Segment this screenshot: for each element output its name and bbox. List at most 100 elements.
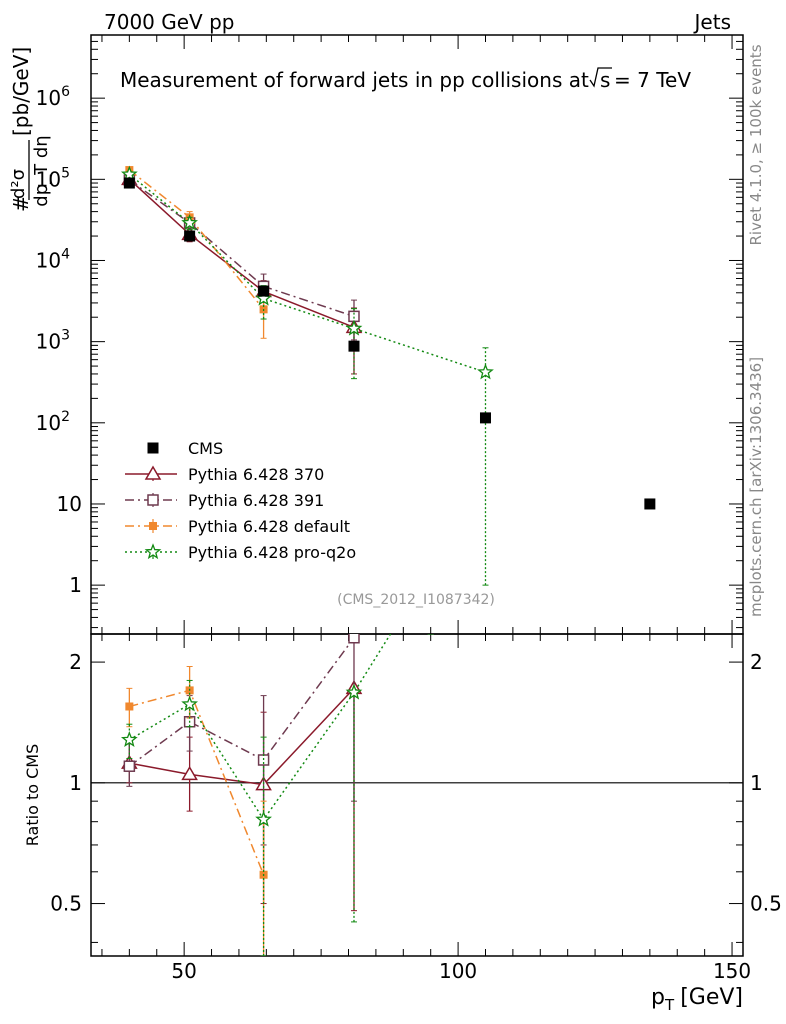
data-point-marker: [184, 230, 196, 242]
series-cms: [123, 177, 656, 510]
x-tick-label: 50: [171, 959, 196, 983]
legend-label: Pythia 6.428 391: [188, 491, 324, 510]
legend-label: CMS: [188, 439, 223, 458]
series-line: [128, 179, 355, 318]
legend-item: Pythia 6.428 pro-q2o: [125, 543, 356, 562]
y-tick-label: 105: [36, 165, 70, 191]
ratio-y-tick-label: 1: [69, 771, 82, 795]
data-point-marker: [255, 810, 272, 827]
legend: CMS Pythia 6.428 370 Pythia 6.428 391 Pythi…: [125, 439, 356, 562]
y-tick-label-exponent: 3: [61, 328, 70, 344]
ratio-panel: 0.5 0.5 1 1 2 2 50 100 150 Ratio to CMS pT [GeV]: [23, 633, 782, 1014]
legend-marker: [144, 543, 162, 560]
y-tick-label: 1: [69, 573, 82, 597]
data-point-marker: [345, 683, 363, 700]
data-point-marker: [644, 498, 656, 510]
x-label-unit: [GeV]: [680, 985, 743, 1010]
chart-title-sqrt-arg: s: [600, 68, 610, 92]
y-tick-label-base: 10: [36, 411, 61, 435]
series-pythia-6-428-370: [121, 170, 363, 375]
data-point-marker: [181, 695, 198, 712]
chart-title-before: Measurement of forward jets in pp collis…: [120, 68, 589, 92]
legend-label: Pythia 6.428 pro-q2o: [188, 543, 356, 562]
legend-label: Pythia 6.428 default: [188, 517, 350, 536]
mcplots-label: mcplots.cern.ch [arXiv:1306.3436]: [747, 357, 765, 617]
data-point-marker: [181, 214, 198, 231]
y-tick-label-base: 10: [36, 248, 61, 272]
chart-title: Measurement of forward jets in pp collis…: [120, 68, 589, 92]
legend-marker: [149, 522, 157, 530]
data-point-marker: [477, 363, 494, 380]
ratio-y-tick-label-right: 2: [750, 650, 763, 674]
ratio-y-tick-label-right: 1: [750, 771, 763, 795]
legend-item: CMS: [147, 439, 223, 458]
series-pythia-6-428-391: [123, 634, 360, 846]
y-tick-label-exponent: 6: [61, 84, 70, 100]
data-point-marker: [258, 285, 270, 297]
ratio-y-label: Ratio to CMS: [23, 744, 42, 846]
y-tick-label: 10: [57, 492, 82, 516]
data-point-marker: [181, 765, 198, 781]
y-tick-label-exponent: 2: [61, 409, 70, 425]
x-tick-label: 150: [713, 959, 751, 983]
y-tick-label-exponent: 5: [61, 165, 70, 181]
data-point-marker: [348, 634, 360, 644]
y-label-unit: [pb/GeV]: [9, 47, 33, 136]
main-x-axis-ticks: [101, 35, 733, 634]
y-tick-label: 104: [36, 246, 70, 272]
y-tick-label-exponent: 4: [61, 246, 70, 262]
legend-item: Pythia 6.428 391: [125, 491, 324, 510]
data-point-marker: [123, 760, 136, 772]
series-pythia-6-428-pro-q2o: [120, 634, 434, 956]
y-label-hash: #: [9, 195, 33, 212]
legend-marker: [147, 494, 159, 506]
legend-item: Pythia 6.428 default: [125, 517, 350, 536]
ratio-series-group: [91, 634, 743, 956]
series-pythia-6-428-pro-q2o: [120, 165, 494, 586]
y-tick-label: 103: [36, 328, 70, 354]
series-line: [128, 173, 486, 373]
main-series-group: [120, 165, 656, 586]
data-point-marker: [345, 319, 363, 336]
y-label-denominator: dp_T dη: [31, 135, 52, 206]
series-pythia-6-428-default: [125, 665, 268, 956]
data-point-marker: [120, 165, 138, 182]
ratio-y-tick-label: 0.5: [50, 892, 82, 916]
header-right-label: Jets: [693, 10, 731, 34]
ratio-y-axis: 0.5 0.5 1 1 2 2: [50, 650, 782, 943]
series-pythia-6-428-370: [121, 679, 363, 912]
data-point-marker: [120, 731, 138, 747]
legend-marker: [147, 442, 159, 454]
ratio-y-tick-label-right: 0.5: [750, 892, 782, 916]
data-point-marker: [479, 412, 491, 424]
x-axis-label: pT [GeV]: [651, 985, 743, 1014]
analysis-watermark: (CMS_2012_I1087342): [337, 592, 495, 608]
x-tick-label: 100: [439, 959, 477, 983]
y-label-numerator: d²σ: [8, 169, 29, 199]
x-label-sub: T: [664, 996, 675, 1014]
legend-item: Pythia 6.428 370: [125, 465, 324, 484]
sqrt-sign: [589, 67, 612, 88]
rivet-version-label: Rivet 4.1.0, ≥ 100k events: [747, 44, 765, 245]
x-label-main: p: [651, 985, 665, 1010]
data-point-marker: [123, 177, 135, 189]
ratio-plot-frame: [90, 633, 744, 957]
y-tick-label-base: 1: [69, 573, 82, 597]
series-line: [129, 687, 355, 786]
data-point-marker: [125, 702, 134, 711]
data-point-marker: [348, 340, 360, 352]
x-axis: 50 100 150: [101, 634, 751, 983]
y-tick-label-base: 10: [36, 330, 61, 354]
main-y-label: # d²σ dp_T dη [pb/GeV]: [8, 47, 52, 212]
header-left-label: 7000 GeV pp: [104, 10, 235, 34]
y-tick-label-base: 10: [36, 167, 61, 191]
y-tick-label-base: 10: [36, 86, 61, 110]
y-tick-label: 106: [36, 84, 70, 110]
series-line: [128, 637, 355, 767]
y-tick-label: 102: [36, 409, 70, 435]
legend-marker: [144, 465, 162, 480]
legend-label: Pythia 6.428 370: [188, 465, 324, 484]
